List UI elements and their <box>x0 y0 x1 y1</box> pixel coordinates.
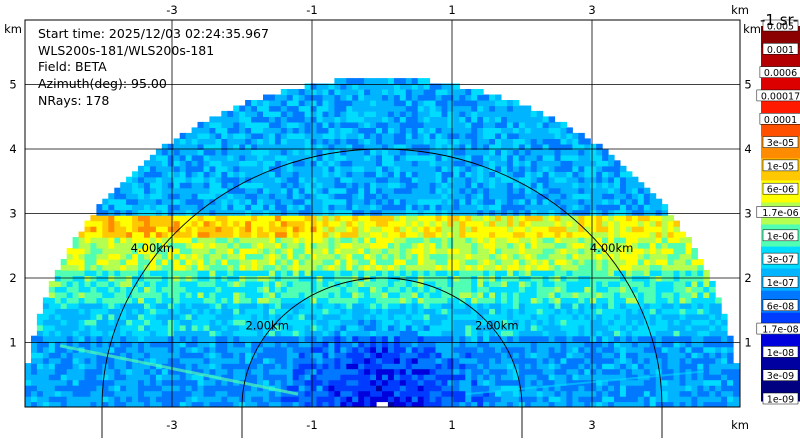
y-tick-label: 5 <box>9 78 16 92</box>
instrument-text: WLS200s-181/WLS200s-181 <box>38 43 214 58</box>
colorbar-label: 1.7e-08 <box>757 323 800 336</box>
x-tick-label: 1 <box>448 3 455 17</box>
range-ring-label: 4.00km <box>131 241 174 255</box>
colorbar-label: 0.001 <box>763 43 798 56</box>
x-tick-label: 3 <box>588 3 595 17</box>
colorbar-label: 3e-09 <box>763 370 798 383</box>
y-tick-label: 3 <box>744 207 751 221</box>
colorbar-label: 1e-05 <box>763 160 798 173</box>
colorbar-label: 1e-06 <box>763 230 798 243</box>
y-tick-label: 1 <box>744 336 751 350</box>
x-tick-label: 1 <box>448 418 455 432</box>
colorbar-label: 6e-06 <box>763 183 798 196</box>
x-tick-label: -1 <box>306 3 317 17</box>
colorbar-label: 0.0001 <box>760 113 800 126</box>
y-tick-label: 4 <box>9 142 16 156</box>
x-tick-label: -3 <box>166 418 177 432</box>
range-ring-label: 2.00km <box>245 319 288 333</box>
x-tick-label: 3 <box>588 418 595 432</box>
x-tick-label: -1 <box>306 418 317 432</box>
y-tick-label: 1 <box>9 336 16 350</box>
colorbar-label: 1e-08 <box>763 346 798 359</box>
colorbar-label: 3e-07 <box>763 253 798 266</box>
axis-unit-label: km <box>731 3 749 17</box>
colorbar-label: 0.0006 <box>760 67 800 80</box>
y-tick-label: 4 <box>744 142 751 156</box>
axis-unit-label: km <box>4 22 22 36</box>
field-text: Field: BETA <box>38 59 107 74</box>
colorbar-label: 6e-08 <box>763 300 798 313</box>
range-ring-label: 2.00km <box>475 319 518 333</box>
axis-unit-label: km <box>731 418 749 432</box>
y-tick-label: 5 <box>744 78 751 92</box>
start-time-text: Start time: 2025/12/03 02:24:35.967 <box>38 26 269 41</box>
colorbar-title: -1 sr- <box>760 11 798 29</box>
x-tick-label: -3 <box>166 3 177 17</box>
colorbar: 0.0050.0010.00060.000170.00013e-051e-056… <box>757 20 800 406</box>
y-tick-label: 2 <box>744 271 751 285</box>
nrays-text: NRays: 178 <box>38 93 109 108</box>
colorbar-label: 1e-09 <box>763 393 798 406</box>
y-tick-label: 3 <box>9 207 16 221</box>
y-tick-label: 2 <box>9 271 16 285</box>
colorbar-label: 3e-05 <box>763 137 798 150</box>
colorbar-label: 1e-07 <box>763 276 798 289</box>
range-ring-label: 4.00km <box>590 241 633 255</box>
axis-unit-label: km <box>743 22 761 36</box>
colorbar-label: 0.00017 <box>757 90 800 103</box>
azimuth-text: Azimuth(deg): 95.00 <box>38 76 167 91</box>
colorbar-label: 1.7e-06 <box>757 207 800 220</box>
